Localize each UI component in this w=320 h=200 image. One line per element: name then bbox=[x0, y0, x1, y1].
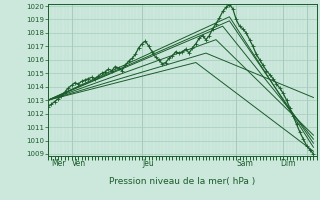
Text: Mer: Mer bbox=[51, 159, 66, 168]
X-axis label: Pression niveau de la mer( hPa ): Pression niveau de la mer( hPa ) bbox=[109, 177, 256, 186]
Text: Ven: Ven bbox=[72, 159, 86, 168]
Text: Dim: Dim bbox=[280, 159, 295, 168]
Text: Jeu: Jeu bbox=[142, 159, 154, 168]
Text: Sam: Sam bbox=[236, 159, 253, 168]
